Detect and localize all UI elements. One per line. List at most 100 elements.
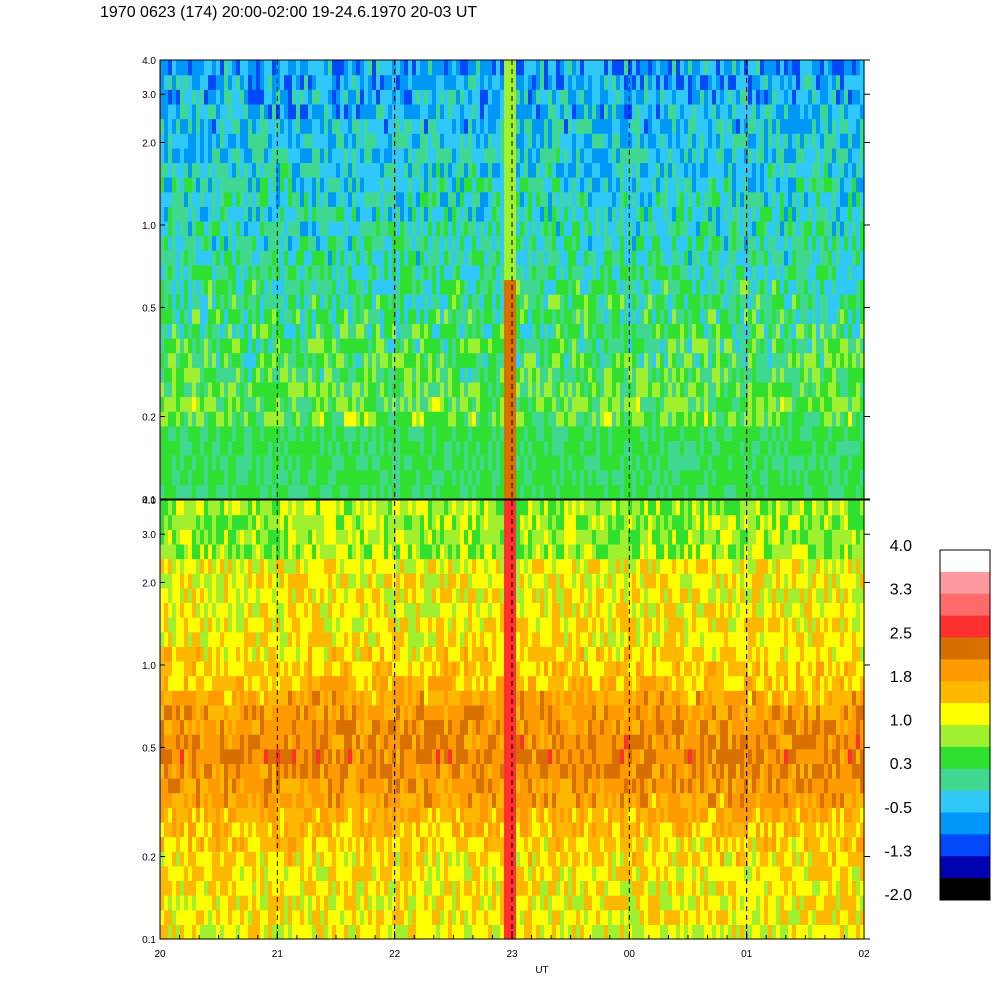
heatmap-cell xyxy=(424,469,429,485)
heatmap-cell xyxy=(300,147,305,164)
heatmap-cell xyxy=(236,103,241,120)
heatmap-cell xyxy=(288,264,293,281)
heatmap-cell xyxy=(224,118,229,134)
heatmap-cell xyxy=(780,206,785,222)
heatmap-cell xyxy=(504,118,509,134)
heatmap-cell xyxy=(384,191,389,207)
heatmap-cell xyxy=(292,323,297,339)
heatmap-cell xyxy=(400,440,405,456)
heatmap-cell xyxy=(572,294,577,310)
heatmap-cell xyxy=(288,60,293,76)
heatmap-cell xyxy=(188,103,193,120)
heatmap-cell xyxy=(648,455,653,471)
heatmap-cell xyxy=(800,455,805,471)
heatmap-cell xyxy=(488,60,493,76)
heatmap-cell xyxy=(280,440,285,456)
heatmap-cell xyxy=(408,89,413,105)
heatmap-cell xyxy=(344,89,349,105)
heatmap-cell xyxy=(696,294,701,310)
heatmap-cell xyxy=(756,411,761,427)
heatmap-cell xyxy=(408,352,413,368)
heatmap-cell xyxy=(200,147,205,164)
heatmap-cell xyxy=(424,294,429,310)
heatmap-cell xyxy=(632,411,637,427)
heatmap-cell xyxy=(528,440,533,456)
heatmap-cell xyxy=(216,162,221,178)
heatmap-cell xyxy=(668,367,673,383)
heatmap-cell xyxy=(780,411,785,427)
heatmap-cell xyxy=(456,469,461,485)
heatmap-cell xyxy=(376,250,381,266)
heatmap-cell xyxy=(544,396,549,412)
heatmap-cell xyxy=(812,264,817,281)
heatmap-cell xyxy=(428,338,433,354)
heatmap-cell xyxy=(792,381,797,398)
heatmap-cell xyxy=(488,191,493,207)
heatmap-cell xyxy=(160,220,165,237)
heatmap-cell xyxy=(756,469,761,485)
heatmap-cell xyxy=(432,191,437,207)
heatmap-cell xyxy=(696,191,701,207)
heatmap-cell xyxy=(752,440,757,456)
heatmap-cell xyxy=(324,455,329,471)
heatmap-cell xyxy=(340,396,345,412)
heatmap-cell xyxy=(588,367,593,383)
heatmap-cell xyxy=(564,352,569,368)
heatmap-cell xyxy=(268,162,273,178)
heatmap-cell xyxy=(672,118,677,134)
heatmap-cell xyxy=(476,469,481,485)
heatmap-cell xyxy=(732,162,737,178)
heatmap-cell xyxy=(308,455,313,471)
heatmap-cell xyxy=(300,220,305,237)
heatmap-cell xyxy=(484,338,489,354)
heatmap-cell xyxy=(268,338,273,354)
heatmap-cell xyxy=(264,308,269,324)
heatmap-cell xyxy=(776,440,781,456)
heatmap-cell xyxy=(252,264,257,281)
heatmap-cell xyxy=(272,367,277,383)
heatmap-cell xyxy=(160,74,165,90)
heatmap-cell xyxy=(772,235,777,251)
heatmap-cell xyxy=(624,323,629,339)
heatmap-cell xyxy=(572,367,577,383)
heatmap-cell xyxy=(672,367,677,383)
heatmap-cell xyxy=(808,396,813,412)
heatmap-cell xyxy=(356,279,361,295)
heatmap-cell xyxy=(308,206,313,222)
heatmap-cell xyxy=(540,147,545,164)
heatmap-cell xyxy=(252,220,257,237)
heatmap-cell xyxy=(400,89,405,105)
heatmap-cell xyxy=(392,220,397,237)
heatmap-cell xyxy=(624,133,629,149)
heatmap-cell xyxy=(408,235,413,251)
heatmap-cell xyxy=(748,440,753,456)
heatmap-cell xyxy=(164,440,169,456)
heatmap-cell xyxy=(736,411,741,427)
heatmap-cell xyxy=(504,455,509,471)
heatmap-cell xyxy=(316,250,321,266)
heatmap-cell xyxy=(592,425,597,442)
heatmap-cell xyxy=(568,294,573,310)
heatmap-cell xyxy=(464,147,469,164)
heatmap-cell xyxy=(608,455,613,471)
heatmap-cell xyxy=(552,133,557,149)
heatmap-cell xyxy=(332,455,337,471)
heatmap-cell xyxy=(616,411,621,427)
heatmap-cell xyxy=(224,367,229,383)
heatmap-cell xyxy=(520,323,525,339)
heatmap-cell xyxy=(516,455,521,471)
heatmap-cell xyxy=(804,220,809,237)
heatmap-cell xyxy=(416,206,421,222)
heatmap-cell xyxy=(272,469,277,485)
heatmap-cell xyxy=(324,411,329,427)
heatmap-cell xyxy=(340,220,345,237)
heatmap-cell xyxy=(692,60,697,76)
heatmap-cell xyxy=(704,455,709,471)
heatmap-cell xyxy=(564,103,569,120)
heatmap-cell xyxy=(676,74,681,90)
heatmap-cell xyxy=(580,367,585,383)
heatmap-cell xyxy=(720,60,725,76)
heatmap-cell xyxy=(532,367,537,383)
heatmap-cell xyxy=(488,162,493,178)
heatmap-cell xyxy=(664,396,669,412)
